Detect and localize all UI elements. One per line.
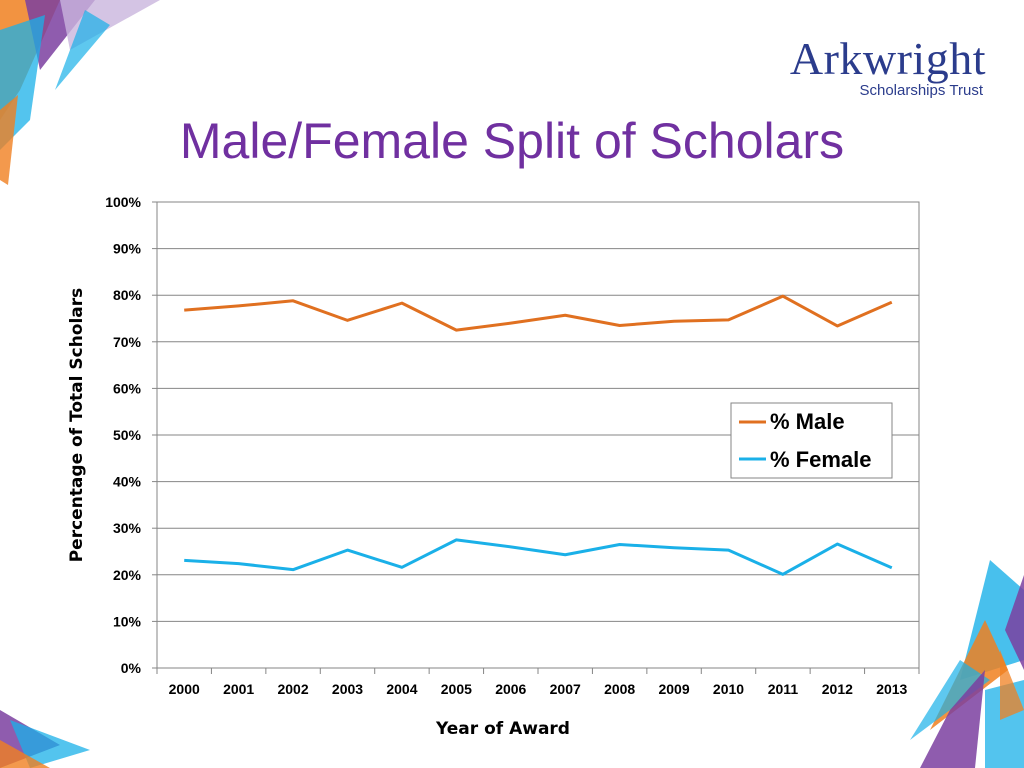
y-tick-label: 20% — [113, 567, 142, 583]
x-tick-label: 2012 — [822, 681, 853, 697]
x-tick-label: 2006 — [495, 681, 526, 697]
y-tick-label: 60% — [113, 380, 142, 396]
arkwright-logo: Arkwright Scholarships Trust — [736, 30, 986, 105]
y-tick-label: 50% — [113, 427, 142, 443]
logo-subtitle-left: Scholarships — [859, 82, 946, 99]
series-lines — [184, 294, 893, 576]
x-tick-label: 2013 — [876, 681, 907, 697]
x-tick-label: 2001 — [223, 681, 254, 697]
x-tick-label: 2002 — [277, 681, 308, 697]
legend-label-male: % Male — [770, 409, 845, 434]
x-axis-title: Year of Award — [435, 719, 570, 739]
x-tick-label: 2003 — [332, 681, 363, 697]
x-tick-labels: 2000 2001 2002 2003 2004 2005 2006 2007 2008 2009… — [169, 681, 908, 697]
series-line-female — [184, 538, 893, 576]
x-tick-label: 2009 — [658, 681, 689, 697]
y-tick-label: 70% — [113, 334, 142, 350]
legend-label-female: % Female — [770, 447, 872, 472]
y-tick-label: 40% — [113, 474, 142, 490]
x-tick-label: 2010 — [713, 681, 744, 697]
y-tick-label: 10% — [113, 613, 142, 629]
corner-decoration-bottom-left — [0, 710, 90, 768]
legend: % Male % Female — [730, 402, 893, 479]
slide-title: Male/Female Split of Scholars — [179, 113, 845, 169]
corner-decoration-bottom-right — [910, 560, 1024, 768]
y-tick-labels: 0% 10% 20% 30% 40% 50% 60% 70% 80% 90% 100% — [105, 194, 141, 676]
x-tick-label: 2000 — [169, 681, 200, 697]
y-tick-label: 30% — [113, 520, 142, 536]
y-tick-label: 0% — [121, 660, 142, 676]
x-tick-label: 2008 — [604, 681, 635, 697]
x-tick-label: 2004 — [386, 681, 417, 697]
y-tick-label: 90% — [113, 241, 142, 257]
y-tick-label: 80% — [113, 287, 142, 303]
x-tick-label: 2007 — [550, 681, 581, 697]
legend-box — [730, 402, 893, 479]
x-tick-label: 2011 — [768, 681, 799, 697]
x-tick-label: 2005 — [441, 681, 472, 697]
corner-decoration-top-left — [0, 0, 160, 185]
logo-wordmark: Arkwright — [789, 33, 986, 84]
y-axis-title: Percentage of Total Scholars — [67, 288, 87, 563]
logo-subtitle: Scholarships Trust — [855, 82, 983, 99]
series-line-male — [184, 294, 893, 332]
x-tick-marks — [156, 668, 920, 674]
y-tick-label: 100% — [105, 194, 141, 210]
logo-subtitle-right: Trust — [949, 82, 983, 99]
